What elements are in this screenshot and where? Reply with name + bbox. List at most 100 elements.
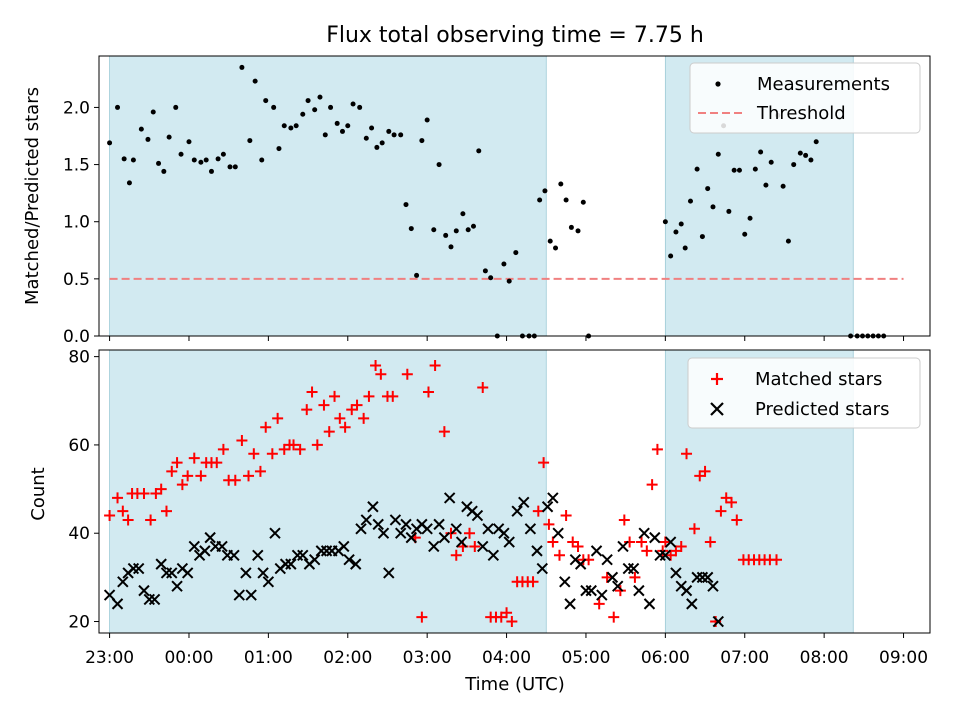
measurement-point <box>220 151 226 157</box>
predicted-star-marker <box>285 558 297 570</box>
chart-title: Flux total observing time = 7.75 h <box>326 23 704 48</box>
predicted-star-marker <box>389 514 402 526</box>
matched-star-marker <box>318 399 330 411</box>
measurement-point <box>780 183 786 189</box>
matched-star-marker <box>272 412 284 424</box>
predicted-star-marker <box>148 593 161 606</box>
measurement-point <box>121 156 127 162</box>
matched-star-marker <box>547 536 559 548</box>
predicted-star-marker <box>617 540 629 553</box>
top-y-axis-label: Matched/Predicted stars <box>22 87 43 305</box>
predicted-star-marker <box>564 598 576 610</box>
predicted-star-marker <box>686 598 698 610</box>
matched-star-marker <box>160 505 172 517</box>
matched-star-marker <box>351 399 363 411</box>
measurement-point <box>547 238 553 244</box>
measurement-point <box>726 208 732 214</box>
measurement-point <box>758 149 764 155</box>
measurement-point <box>215 156 221 162</box>
matched-star-marker <box>301 404 313 416</box>
measurement-point <box>460 211 466 217</box>
measurement-point <box>699 234 705 240</box>
matched-star-marker <box>166 465 178 477</box>
matched-star-marker <box>122 514 134 526</box>
matched-star-marker <box>155 483 167 495</box>
matched-star-marker <box>450 549 462 561</box>
measurement-point <box>682 245 688 251</box>
matched-star-marker <box>715 505 727 517</box>
matched-star-marker <box>659 536 671 548</box>
matched-star-marker <box>211 457 223 469</box>
predicted-star-marker <box>132 562 145 575</box>
y-tick-label: 40 <box>68 524 90 544</box>
measurement-point <box>369 125 375 131</box>
top-panel: 0.00.51.01.52.0 Matched/Predicted stars … <box>22 55 931 347</box>
measurement-point <box>673 229 679 235</box>
bottom-x-ticks: 23:00 00:00 01:00 02:00 03:00 04:00 05:00 06:00… <box>85 633 928 668</box>
matched-star-marker <box>334 412 346 424</box>
measurement-point <box>312 107 318 113</box>
matched-star-marker <box>688 523 700 535</box>
matched-star-marker <box>501 607 513 619</box>
predicted-star-marker <box>590 545 603 557</box>
measurement-point <box>476 148 482 154</box>
measurement-point <box>501 261 507 267</box>
matched-star-marker <box>532 505 544 517</box>
matched-star-marker <box>370 359 382 371</box>
predicted-star-marker <box>199 545 211 557</box>
matched-star-marker <box>195 470 207 482</box>
legend-predicted-marker <box>710 402 724 416</box>
measurement-point <box>470 223 476 229</box>
matched-star-marker <box>104 510 116 522</box>
measurement-point <box>736 167 742 173</box>
matched-star-marker <box>438 426 450 438</box>
matched-star-marker <box>375 368 387 380</box>
predicted-star-marker <box>487 549 500 562</box>
measurement-point <box>259 157 265 163</box>
top-y-ticks: 0.0 0.5 1.0 1.5 2.0 <box>63 98 99 347</box>
measurement-point <box>813 139 819 145</box>
predicted-star-marker <box>400 518 412 531</box>
y-tick-label: 0.5 <box>63 270 90 290</box>
predicted-star-marker <box>455 536 468 548</box>
measurement-point <box>126 180 132 186</box>
predicted-star-marker <box>252 549 264 562</box>
x-tick-label: 00:00 <box>164 648 213 668</box>
predicted-star-marker <box>297 549 309 562</box>
predicted-star-marker <box>228 549 240 562</box>
predicted-star-marker <box>111 598 124 610</box>
predicted-star-marker <box>204 531 216 544</box>
matched-star-marker <box>171 457 183 469</box>
predicted-star-marker <box>638 527 650 539</box>
matched-star-marker <box>771 554 783 566</box>
measurement-point <box>345 123 351 129</box>
legend-threshold-label: Threshold <box>756 103 846 124</box>
top-x-ticks <box>109 336 905 341</box>
predicted-star-marker <box>443 492 456 504</box>
matched-star-marker <box>401 368 413 380</box>
x-tick-label: 03:00 <box>403 648 452 668</box>
legend-measurements-label: Measurements <box>757 74 890 95</box>
predicted-star-marker <box>355 523 367 535</box>
matched-star-marker <box>260 421 272 433</box>
predicted-star-marker <box>155 558 167 570</box>
predicted-star-marker <box>498 527 510 539</box>
measurement-point <box>328 104 334 110</box>
predicted-star-marker <box>372 518 384 531</box>
matched-star-marker <box>629 571 641 583</box>
measurement-point <box>785 238 791 244</box>
measurement-point <box>568 224 574 230</box>
predicted-star-marker <box>367 501 379 513</box>
measurement-point <box>239 64 245 70</box>
measurement-point <box>391 132 397 138</box>
predicted-star-marker <box>511 505 523 517</box>
predicted-star-marker <box>649 531 661 544</box>
top-axes-frame <box>98 55 931 337</box>
matched-star-marker <box>506 616 518 628</box>
matched-star-marker <box>726 496 738 508</box>
legend-predicted-label: Predicted stars <box>755 399 889 420</box>
measurement-point <box>482 268 488 274</box>
predicted-star-marker <box>482 523 494 535</box>
measurement-point <box>414 272 420 278</box>
